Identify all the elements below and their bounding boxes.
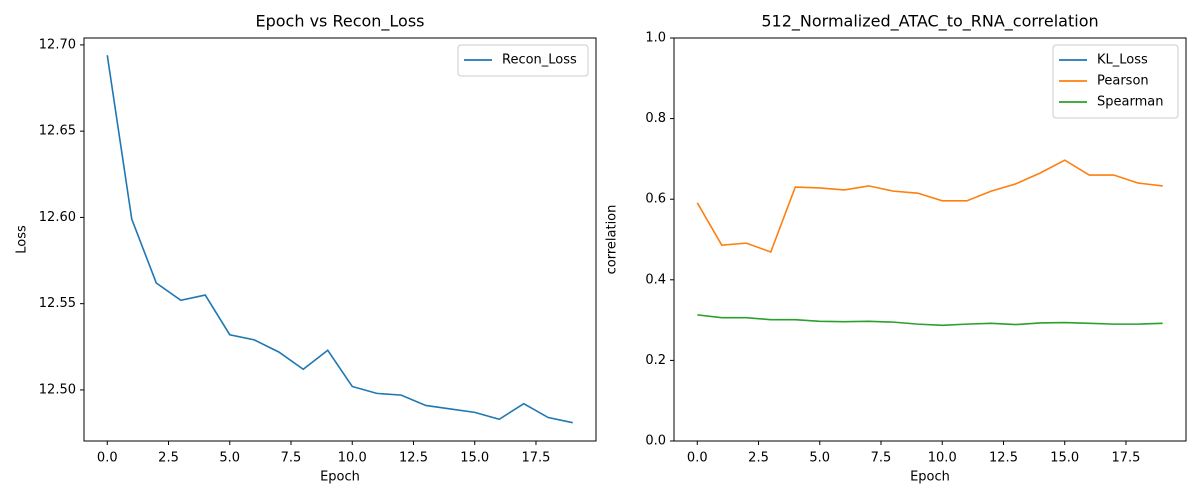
x-tick-label: 7.5 [281,451,302,466]
legend-label: KL_Loss [1097,53,1148,68]
legend-box [457,44,589,77]
y-tick-label: 12.70 [39,37,76,52]
plot-frame [83,37,597,442]
legend-label: Pearson [1097,74,1149,89]
y-tick-label: 12.65 [39,124,76,139]
plot-frame [673,37,1187,442]
y-tick-label: 12.55 [39,296,76,311]
x-tick-label: 2.5 [158,451,179,466]
y-tick-label: 0.8 [645,111,666,126]
legend-label: Recon_Loss [502,53,577,68]
y-tick-label: 0.6 [645,192,666,207]
x-tick-label: 7.5 [871,451,892,466]
data-line [697,314,1163,327]
y-tick-label: 12.50 [39,382,76,397]
y-tick-label: 12.60 [39,210,76,225]
x-axis-label: Epoch [320,470,360,485]
x-tick-label: 10.0 [338,451,367,466]
chart-title: Epoch vs Recon_Loss [255,12,424,32]
x-tick-label: 15.0 [1050,451,1079,466]
x-axis-label: Epoch [910,470,950,485]
x-tick-label: 10.0 [928,451,957,466]
x-tick-label: 0.0 [97,451,118,466]
x-tick-label: 2.5 [748,451,769,466]
y-tick-label: 0.4 [645,272,666,287]
legend-label: Spearman [1097,95,1163,110]
chart-title: 512_Normalized_ATAC_to_RNA_correlation [761,12,1098,32]
y-axis-label: correlation [605,205,620,275]
y-tick-label: 1.0 [645,31,666,46]
y-tick-label: 0.2 [645,353,666,368]
legend-box [1052,44,1179,119]
y-tick-label: 0.0 [645,434,666,449]
x-tick-label: 12.5 [989,451,1018,466]
x-tick-label: 17.5 [522,451,551,466]
x-tick-label: 12.5 [399,451,428,466]
x-tick-label: 5.0 [809,451,830,466]
x-tick-label: 5.0 [219,451,240,466]
data-line [696,159,1163,254]
y-axis-label: Loss [15,225,30,254]
data-line [106,55,573,424]
x-tick-label: 0.0 [687,451,708,466]
x-tick-label: 17.5 [1112,451,1141,466]
x-tick-label: 15.0 [460,451,489,466]
